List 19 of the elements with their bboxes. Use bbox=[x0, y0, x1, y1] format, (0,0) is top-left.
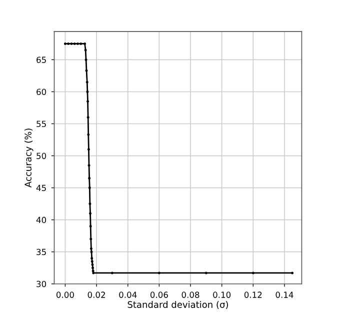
y-tick-label: 40 bbox=[36, 216, 46, 224]
y-tick-label: 60 bbox=[36, 88, 46, 96]
x-tick-label: 0.04 bbox=[119, 292, 137, 298]
y-tick-label: 50 bbox=[36, 152, 46, 160]
x-tick-label: 0.08 bbox=[182, 292, 200, 298]
x-tick-label: 0.00 bbox=[56, 292, 74, 298]
x-tick-label: 0.14 bbox=[276, 292, 294, 298]
y-tick-label: 35 bbox=[36, 248, 46, 256]
x-tick-label: 0.02 bbox=[88, 292, 105, 298]
line-series bbox=[64, 42, 294, 274]
y-tick-label: 45 bbox=[36, 184, 46, 192]
y-axis-title: Accuracy (%) bbox=[24, 128, 34, 188]
y-tick-label: 65 bbox=[36, 56, 46, 63]
x-tick-label: 0.06 bbox=[150, 292, 168, 298]
x-tick-label: 0.10 bbox=[213, 292, 231, 298]
x-tick-label: 0.12 bbox=[244, 292, 262, 298]
x-axis-title: Standard deviation (σ) bbox=[128, 300, 228, 310]
y-tick-label: 55 bbox=[36, 120, 46, 128]
y-tick-label: 30 bbox=[36, 280, 46, 288]
